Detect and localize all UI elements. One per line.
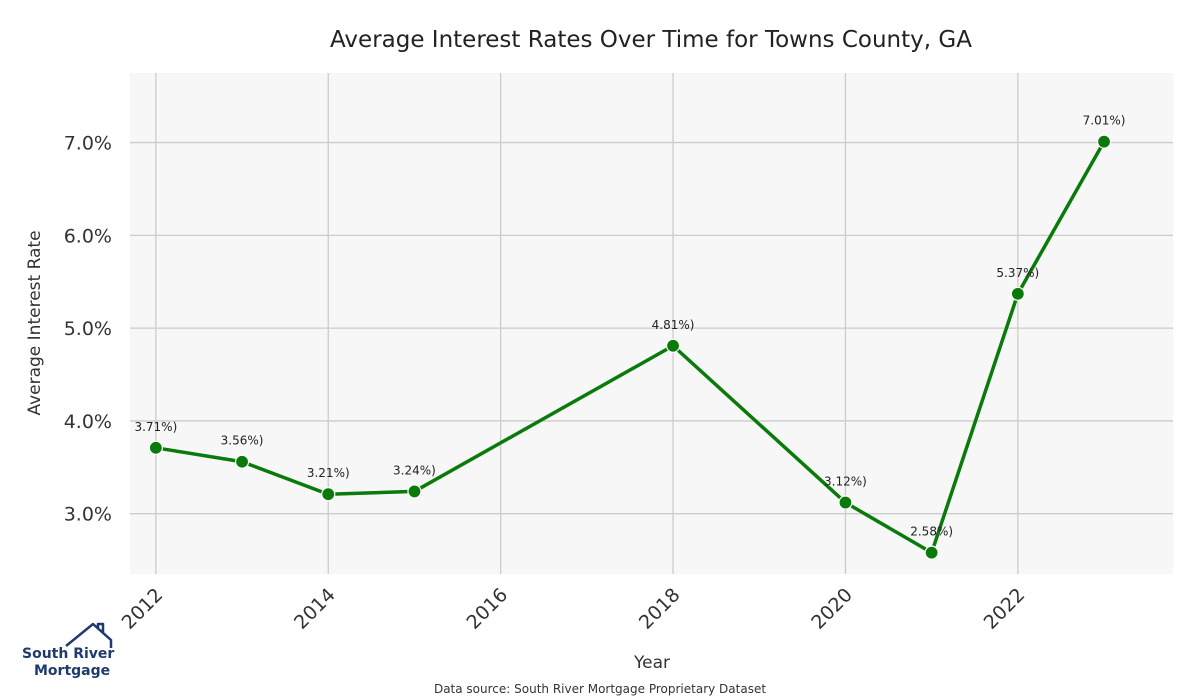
x-axis-label: Year — [633, 653, 670, 673]
data-point — [924, 545, 939, 560]
data-label: 3.21%) — [307, 466, 350, 480]
logo-line-1: South River — [22, 646, 114, 662]
data-label: 3.71%) — [134, 420, 177, 434]
y-tick-label: 6.0% — [64, 225, 112, 247]
x-tick-label: 2012 — [118, 584, 168, 634]
x-tick-label: 2018 — [635, 584, 685, 634]
x-tick-label: 2016 — [462, 584, 512, 634]
data-point — [1010, 286, 1025, 301]
y-axis-label: Average Interest Rate — [25, 230, 45, 415]
y-tick-label: 5.0% — [64, 318, 112, 340]
data-point — [148, 440, 163, 455]
data-label: 7.01%) — [1083, 114, 1126, 128]
data-point — [407, 484, 422, 499]
south-river-mortgage-logo: South River Mortgage — [22, 622, 114, 679]
data-labels: 3.71%) 3.56%) 3.21%) 3.24%) 4.81%) 3.12%) 2.58… — [134, 114, 1125, 539]
data-label: 4.81%) — [652, 318, 695, 332]
data-points — [148, 134, 1112, 560]
data-label: 2.58%) — [910, 525, 953, 539]
data-point — [234, 454, 250, 469]
plot-area — [130, 73, 1173, 574]
data-point — [838, 495, 853, 510]
x-axis-ticks: 2012 2014 2016 2018 2020 2022 — [118, 584, 1030, 634]
data-source-note: Data source: South River Mortgage Propri… — [434, 682, 766, 696]
y-tick-label: 7.0% — [64, 133, 112, 155]
y-tick-label: 3.0% — [64, 504, 112, 526]
grid-lines — [130, 73, 1173, 574]
data-point — [1096, 134, 1112, 149]
data-label: 3.56%) — [221, 434, 264, 448]
x-tick-label: 2014 — [290, 584, 340, 634]
x-tick-label: 2020 — [807, 584, 857, 634]
x-tick-label: 2022 — [980, 584, 1030, 634]
logo-line-2: Mortgage — [34, 663, 110, 679]
data-label: 3.12%) — [824, 475, 867, 489]
data-label: 3.24%) — [393, 463, 436, 477]
y-axis-ticks: 3.0% 4.0% 5.0% 6.0% 7.0% — [64, 133, 112, 526]
y-tick-label: 4.0% — [64, 411, 112, 433]
chart-title: Average Interest Rates Over Time for Tow… — [330, 27, 972, 53]
data-point — [321, 487, 336, 502]
house-roof-icon — [65, 622, 113, 648]
data-point — [665, 338, 681, 353]
data-label: 5.37%) — [996, 266, 1039, 280]
